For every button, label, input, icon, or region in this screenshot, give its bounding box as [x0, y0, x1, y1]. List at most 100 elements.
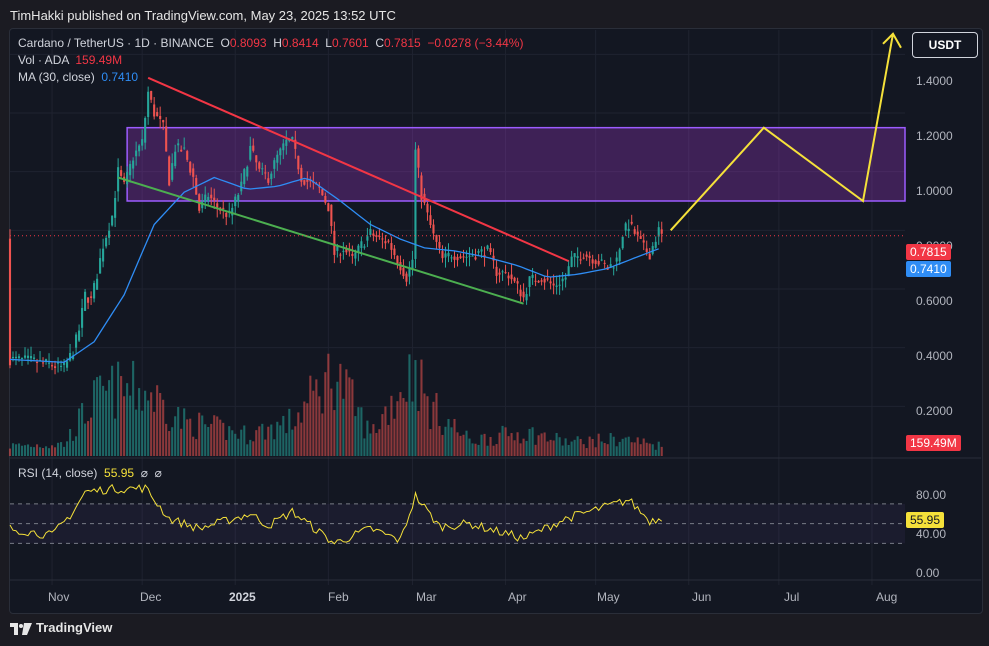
volume-bar	[111, 365, 114, 456]
candle-body	[81, 307, 84, 328]
candle-body	[264, 172, 267, 174]
candle-body	[141, 139, 144, 146]
candle-body	[471, 255, 474, 257]
volume-bar	[405, 401, 408, 456]
chart-panel[interactable]	[9, 28, 983, 614]
price-tick: 0.4000	[916, 349, 953, 363]
candle-body	[321, 189, 324, 196]
candle-body	[357, 245, 360, 253]
volume-bar	[450, 427, 453, 456]
candle-body	[294, 139, 297, 149]
volume-bar	[93, 380, 96, 456]
volume-bar	[507, 436, 510, 456]
hidden-icon[interactable]: ⌀	[140, 466, 148, 480]
volume-bar	[183, 408, 186, 456]
candle-body	[11, 356, 15, 359]
volume-bar	[102, 385, 105, 456]
candle-body	[255, 155, 258, 163]
candle-body	[432, 224, 435, 234]
candle-body	[465, 256, 468, 258]
candle-body	[282, 143, 285, 151]
volume-bar	[531, 427, 534, 456]
volume-bar	[17, 443, 21, 456]
volume-legend[interactable]: Vol · ADA 159.49M	[18, 53, 122, 67]
candle-body	[117, 167, 120, 192]
open-value: 0.8093	[229, 36, 267, 50]
candle-body	[507, 275, 510, 279]
rsi-legend[interactable]: RSI (14, close) 55.95 ⌀ ⌀	[18, 466, 162, 480]
candle-body	[138, 145, 141, 152]
volume-bar	[423, 393, 426, 456]
volume-bar	[498, 432, 501, 456]
volume-bar	[444, 426, 447, 456]
candle-body	[657, 227, 660, 237]
candle-body	[201, 201, 204, 209]
ma-legend[interactable]: MA (30, close) 0.7410	[18, 70, 138, 84]
volume-bar	[627, 436, 630, 456]
candle-body	[29, 356, 33, 359]
volume-bar	[171, 427, 174, 456]
volume-bar	[429, 429, 432, 456]
volume-bar	[129, 395, 132, 456]
volume-bar	[414, 360, 417, 456]
last-price-badge: 0.7815	[906, 244, 951, 260]
candle-body	[174, 151, 177, 167]
candle-body	[351, 253, 354, 256]
candle-body	[540, 280, 543, 282]
time-tick: Aug	[876, 590, 898, 604]
candle-body	[522, 291, 525, 298]
candle-body	[597, 260, 600, 265]
volume-bar	[552, 440, 555, 456]
currency-button[interactable]: USDT	[912, 32, 978, 58]
volume-bar	[342, 398, 345, 456]
volume-bar	[468, 438, 471, 456]
volume-bar	[543, 432, 546, 456]
volume-bar	[600, 441, 603, 456]
candle-body	[333, 230, 336, 255]
volume-bar	[438, 426, 441, 456]
volume-bar	[564, 438, 567, 456]
volume-bar	[573, 439, 576, 456]
candle-body	[35, 361, 39, 363]
candle-body	[438, 241, 441, 248]
volume-bar	[606, 444, 609, 456]
candle-body	[339, 254, 342, 256]
candle-body	[53, 366, 57, 368]
time-tick: Mar	[416, 590, 437, 604]
symbol-legend[interactable]: Cardano / TetherUS · 1D · BINANCE O0.809…	[18, 36, 523, 50]
volume-bar	[234, 433, 237, 456]
volume-bar	[465, 430, 468, 456]
volume-bar	[123, 396, 126, 456]
volume-bar	[351, 379, 354, 456]
volume-bar	[624, 437, 627, 456]
candle-body	[300, 167, 303, 182]
candle-body	[375, 235, 378, 237]
volume-bar	[150, 392, 153, 456]
symbol-name[interactable]: Cardano / TetherUS · 1D · BINANCE	[18, 36, 214, 50]
candle-body	[402, 267, 405, 277]
change-value: −0.0278 (−3.44%)	[427, 36, 524, 50]
volume-bar	[23, 445, 27, 456]
candle-body	[93, 283, 96, 299]
candle-body	[75, 334, 78, 348]
candle-body	[576, 256, 579, 258]
close-value: 0.7815	[384, 36, 421, 50]
volume-bar	[570, 441, 573, 456]
hidden-icon[interactable]: ⌀	[154, 466, 162, 480]
volume-bar	[384, 406, 387, 456]
volume-bar	[8, 448, 12, 456]
footer-brand[interactable]: TradingView	[10, 620, 112, 635]
candle-body	[615, 257, 618, 262]
candle-body	[336, 246, 339, 251]
candle-body	[144, 118, 147, 143]
projection-arrowhead	[882, 32, 902, 49]
volume-bar	[513, 440, 516, 456]
volume-bar	[219, 419, 222, 456]
candle-body	[408, 267, 411, 277]
candle-body	[303, 180, 306, 185]
candle-body	[222, 207, 225, 209]
candle-body	[162, 120, 165, 123]
volume-bar	[519, 443, 522, 456]
volume-bar	[399, 392, 402, 456]
